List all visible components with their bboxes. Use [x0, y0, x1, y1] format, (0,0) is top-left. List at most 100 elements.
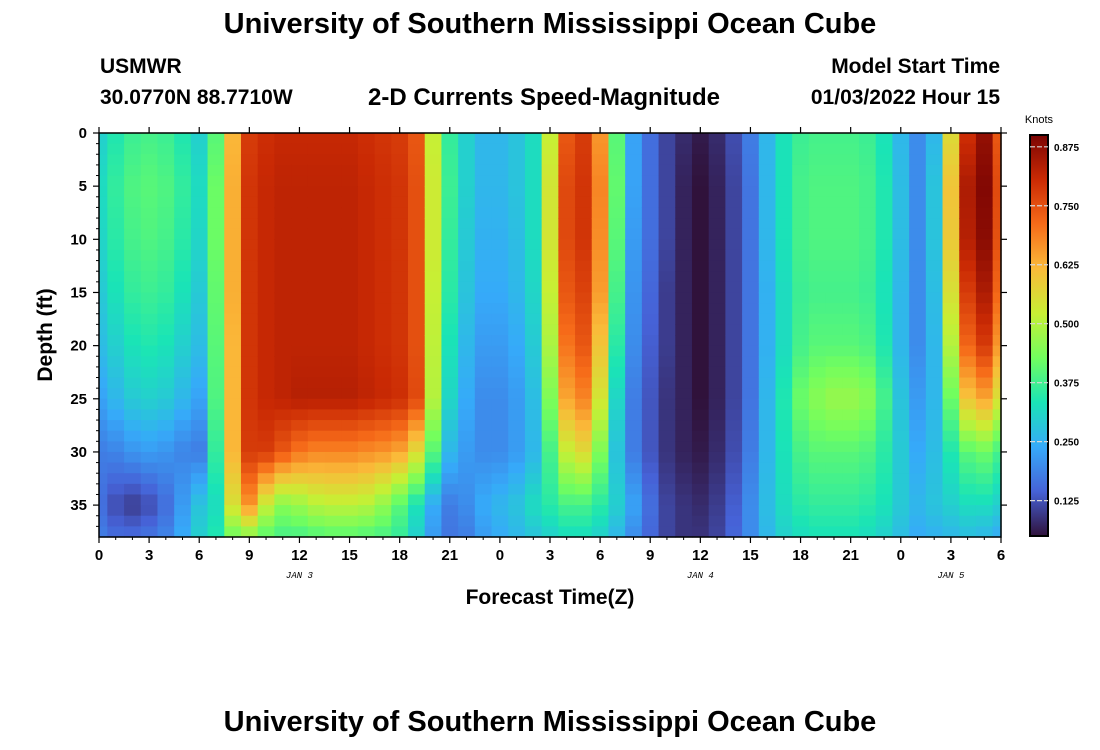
heatmap-cell — [124, 271, 142, 283]
heatmap-cell — [374, 420, 392, 432]
heatmap-cell — [307, 218, 326, 230]
heatmap-cell — [975, 366, 994, 379]
heatmap-cell — [959, 494, 977, 506]
heatmap-cell — [859, 526, 877, 538]
heatmap-cell — [758, 281, 777, 294]
heatmap-cell — [675, 335, 693, 347]
heatmap-cell — [207, 228, 225, 240]
heatmap-cell — [975, 483, 994, 496]
heatmap-cell — [374, 494, 392, 506]
heatmap-cell — [842, 186, 860, 198]
heatmap-cell — [591, 451, 610, 464]
heatmap-cell — [424, 388, 443, 400]
heatmap-cell — [775, 398, 793, 411]
heatmap-cell — [391, 398, 409, 411]
heatmap-cell — [341, 526, 359, 538]
heatmap-cell — [124, 186, 142, 198]
heatmap-cell — [825, 505, 843, 517]
heatmap-cell — [374, 133, 392, 145]
heatmap-cell — [99, 430, 108, 442]
heatmap-cell — [274, 260, 292, 272]
heatmap-cell — [591, 249, 610, 262]
heatmap-cell — [240, 441, 259, 453]
heatmap-cell — [357, 420, 376, 432]
heatmap-cell — [708, 186, 726, 198]
heatmap-cell — [140, 164, 159, 177]
heatmap-cell — [825, 335, 843, 347]
heatmap-cell — [691, 409, 710, 421]
heatmap-cell — [274, 313, 292, 325]
heatmap-cell — [641, 483, 660, 496]
heatmap-cell — [725, 313, 743, 325]
heatmap-cell — [675, 377, 693, 389]
heatmap-cell — [758, 335, 777, 347]
x-tick-label: 3 — [947, 547, 955, 564]
heatmap-cell — [491, 260, 509, 272]
heatmap-cell — [859, 462, 877, 474]
heatmap-cell — [825, 473, 843, 485]
heatmap-cell — [157, 207, 175, 219]
heatmap-cell — [641, 345, 660, 357]
heatmap-cell — [508, 473, 526, 485]
heatmap-cell — [508, 462, 526, 474]
heatmap-cell — [324, 451, 342, 464]
heatmap-cell — [658, 143, 676, 155]
heatmap-cell — [675, 260, 693, 272]
heatmap-cell — [341, 249, 359, 262]
heatmap-cell — [625, 409, 643, 421]
heatmap-cell — [107, 281, 125, 294]
heatmap-cell — [675, 239, 693, 251]
heatmap-cell — [758, 366, 777, 379]
heatmap-cell — [424, 303, 443, 315]
heatmap-cell — [508, 430, 526, 442]
heatmap-cell — [190, 515, 209, 527]
heatmap-cell — [441, 420, 459, 432]
heatmap-cell — [608, 143, 626, 155]
heatmap-cell — [207, 356, 225, 368]
heatmap-cell — [341, 366, 359, 379]
heatmap-cell — [792, 441, 810, 453]
heatmap-cell — [408, 207, 426, 219]
heatmap-cell — [99, 505, 108, 517]
heatmap-cell — [424, 430, 443, 442]
heatmap-cell — [725, 345, 743, 357]
heatmap-cell — [391, 409, 409, 421]
heatmap-cell — [641, 218, 660, 230]
heatmap-cell — [107, 430, 125, 442]
heatmap-cell — [558, 175, 576, 187]
heatmap-cell — [458, 356, 476, 368]
heatmap-cell — [558, 218, 576, 230]
heatmap-cell — [859, 154, 877, 166]
heatmap-cell — [842, 441, 860, 453]
heatmap-cell — [992, 483, 1002, 496]
heatmap-cell — [190, 154, 209, 166]
heatmap-cell — [207, 143, 225, 155]
chart-title: University of Southern Mississippi Ocean… — [223, 8, 877, 40]
heatmap-cell — [99, 388, 108, 400]
heatmap-cell — [792, 292, 810, 304]
heatmap-cell — [524, 420, 543, 432]
heatmap-cell — [775, 462, 793, 474]
heatmap-cell — [675, 281, 693, 294]
heatmap-cell — [775, 313, 793, 325]
heatmap-cell — [441, 462, 459, 474]
heatmap-cell — [224, 377, 242, 389]
heatmap-cell — [257, 462, 275, 474]
heatmap-cell — [408, 228, 426, 240]
heatmap-cell — [391, 451, 409, 464]
heatmap-cell — [491, 462, 509, 474]
heatmap-cell — [458, 420, 476, 432]
heatmap-cell — [942, 143, 960, 155]
heatmap-cell — [975, 441, 994, 453]
heatmap-cell — [825, 292, 843, 304]
heatmap-cell — [775, 324, 793, 336]
heatmap-cell — [424, 186, 443, 198]
heatmap-cell — [942, 324, 960, 336]
heatmap-cell — [524, 430, 543, 442]
heatmap-cell — [775, 228, 793, 240]
heatmap-cell — [875, 313, 894, 325]
heatmap-cell — [124, 430, 142, 442]
heatmap-cell — [458, 409, 476, 421]
heatmap-cell — [441, 249, 459, 262]
heatmap-cell — [758, 196, 777, 209]
